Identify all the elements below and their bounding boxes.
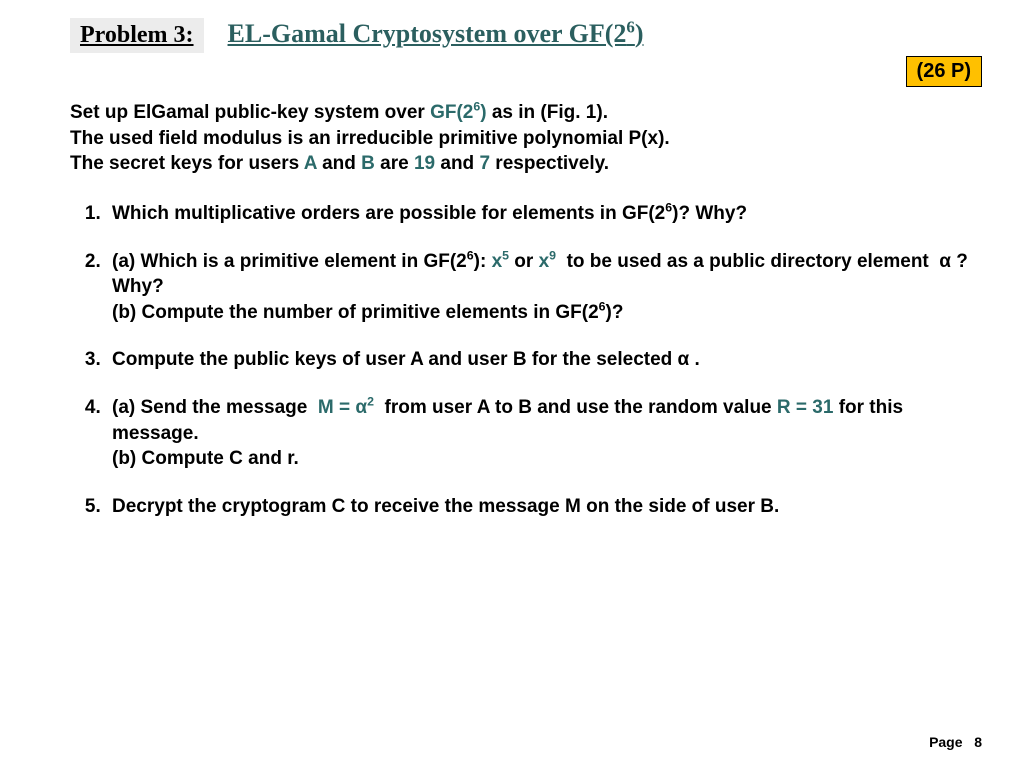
page-footer: Page 8 [929,734,982,750]
question-item: (a) Send the message M = α2 from user A … [106,395,974,472]
page-number: 8 [974,734,982,750]
problem-label: Problem 3: [70,18,204,53]
question-list: Which multiplicative orders are possible… [70,201,974,520]
intro-text: Set up ElGamal public-key system over GF… [70,100,974,177]
page-label: Page [929,734,962,750]
question-item: Which multiplicative orders are possible… [106,201,974,227]
question-item: Compute the public keys of user A and us… [106,347,974,373]
question-item: (a) Which is a primitive element in GF(2… [106,249,974,326]
question-item: Decrypt the cryptogram C to receive the … [106,494,974,520]
header-row: Problem 3: EL-Gamal Cryptosystem over GF… [70,18,644,53]
content-body: Set up ElGamal public-key system over GF… [70,100,974,542]
points-badge: (26 P) [906,56,982,87]
page-title: EL-Gamal Cryptosystem over GF(26) [228,19,644,49]
